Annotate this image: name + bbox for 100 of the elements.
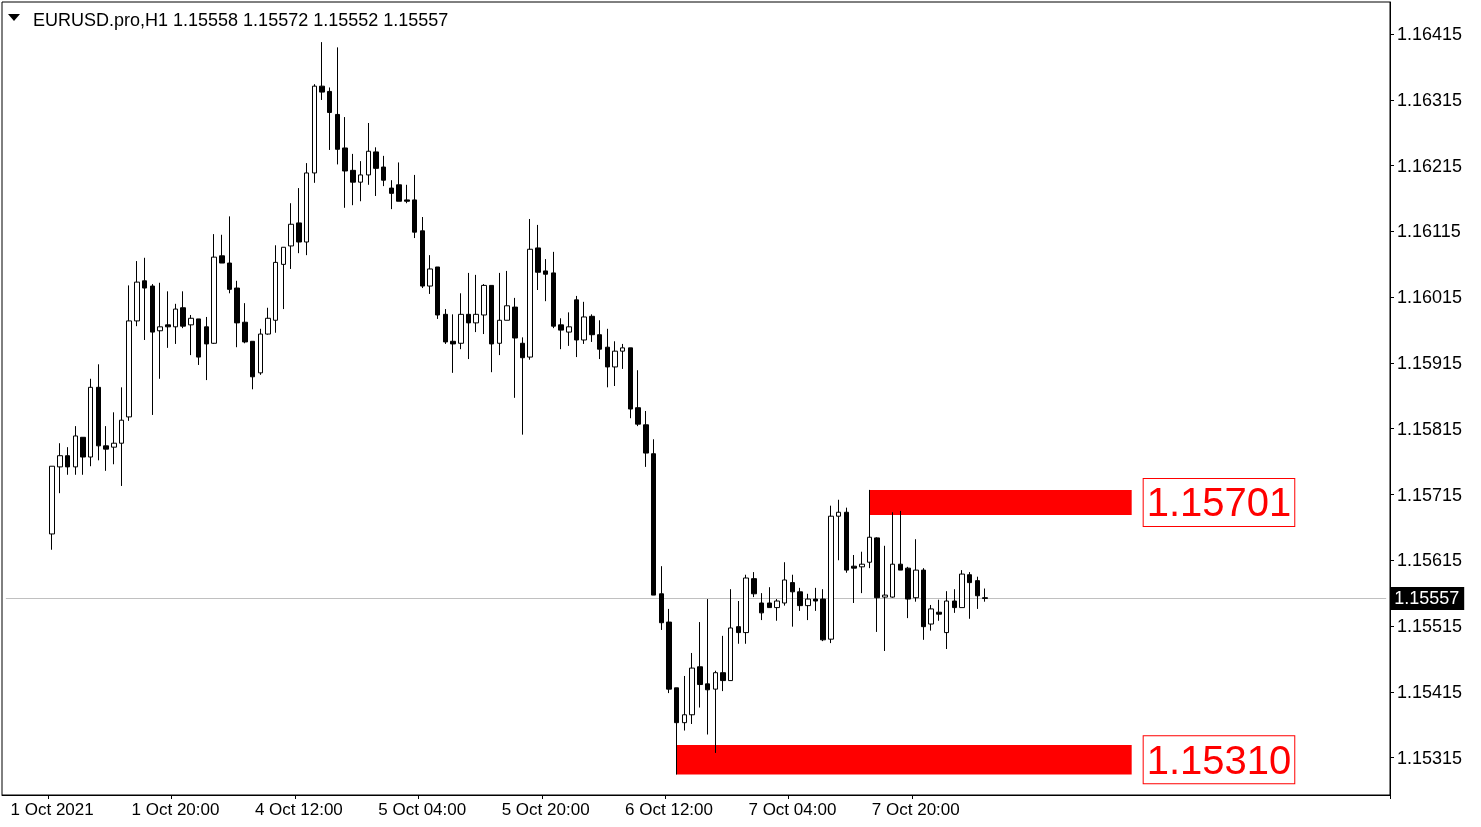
candlestick — [126, 284, 132, 422]
candlestick — [520, 336, 525, 436]
candlestick — [219, 234, 225, 264]
candlestick — [813, 587, 818, 612]
candlestick — [88, 378, 93, 467]
y-tick-label: 1.15815 — [1397, 418, 1463, 439]
candlestick — [373, 146, 379, 197]
candlestick — [566, 311, 572, 347]
candlestick — [335, 46, 340, 165]
candlestick — [797, 587, 803, 612]
candlestick — [666, 608, 672, 694]
candlestick — [720, 635, 726, 692]
candlestick — [420, 216, 425, 289]
candlestick — [227, 215, 232, 294]
candlestick — [743, 574, 749, 645]
x-tick-label: 7 Oct 20:00 — [871, 800, 960, 819]
candlestick — [458, 292, 464, 350]
candlestick — [851, 554, 857, 604]
candlestick — [782, 561, 787, 607]
candlestick — [497, 272, 502, 356]
candlestick — [859, 551, 865, 594]
band-label: 1.15701 — [1146, 480, 1292, 525]
candlestick — [790, 574, 795, 628]
candlestick — [558, 317, 564, 350]
candlestick — [381, 155, 386, 187]
candlestick — [682, 675, 687, 732]
band-label: 1.15310 — [1146, 737, 1292, 782]
ref-line-label: 1.15557 — [1394, 588, 1460, 609]
candlestick — [975, 576, 980, 610]
candlestick — [165, 290, 171, 349]
candlestick — [366, 122, 371, 186]
x-tick-label: 4 Oct 12:00 — [254, 800, 343, 819]
candlestick — [281, 246, 286, 310]
candlestick — [527, 218, 533, 361]
y-tick-label: 1.15515 — [1397, 616, 1463, 637]
candlestick — [327, 86, 332, 151]
candlestick — [928, 604, 934, 632]
candlestick — [65, 446, 70, 476]
candlestick — [412, 174, 417, 239]
candlestick — [396, 161, 402, 202]
candlestick — [404, 184, 410, 204]
candlestick — [674, 687, 679, 776]
candlestick — [882, 545, 888, 652]
y-tick-label: 1.16415 — [1397, 24, 1463, 45]
candlestick — [304, 162, 309, 256]
candlestick — [805, 593, 811, 621]
candlestick — [350, 153, 356, 206]
candlestick — [913, 538, 919, 603]
candlestick — [473, 274, 479, 333]
candlestick — [944, 590, 949, 650]
x-tick-label: 1 Oct 2021 — [10, 800, 94, 819]
candlestick — [751, 571, 757, 598]
candlestick — [103, 425, 109, 472]
candlestick — [905, 566, 911, 619]
candlestick — [728, 588, 733, 682]
y-tick-label: 1.16215 — [1397, 155, 1463, 176]
candlestick — [288, 202, 294, 270]
candlestick — [142, 257, 147, 341]
candlestick — [443, 308, 448, 345]
y-tick-label: 1.16315 — [1397, 89, 1463, 110]
candlestick — [828, 505, 834, 644]
chart-title: EURUSD.pro,H1 1.15558 1.15572 1.15552 1.15557 — [33, 10, 449, 30]
candlestick — [150, 283, 155, 416]
candlestick — [242, 302, 248, 344]
candlestick — [581, 301, 587, 345]
candlestick — [651, 438, 656, 596]
candlestick — [820, 588, 826, 642]
candlestick — [312, 83, 317, 184]
candlestick — [844, 507, 849, 574]
candlestick — [736, 600, 741, 645]
candlestick — [759, 592, 764, 621]
candlestick — [180, 290, 186, 329]
candlestick — [211, 233, 217, 345]
x-tick-label: 5 Oct 20:00 — [501, 800, 590, 819]
candlestick — [697, 621, 703, 709]
candlestick — [273, 244, 278, 334]
candlestick — [574, 295, 579, 358]
candlestick — [605, 328, 610, 388]
candlestick — [173, 303, 178, 345]
candlestick — [57, 442, 63, 494]
candlestick — [96, 363, 101, 461]
candlestick — [867, 489, 872, 569]
candlestick — [134, 260, 140, 327]
candlestick — [874, 536, 880, 633]
candlestick — [342, 116, 348, 209]
x-tick-label: 1 Oct 20:00 — [131, 800, 220, 819]
candlestick — [481, 283, 487, 335]
candlestick — [358, 160, 363, 202]
candlestick — [450, 313, 456, 374]
candlestick — [296, 187, 302, 254]
candlestick — [936, 599, 942, 622]
candlestick — [49, 465, 55, 551]
x-tick-label: 6 Oct 12:00 — [625, 800, 713, 819]
candlestick — [612, 340, 618, 387]
candlestick — [466, 272, 471, 360]
candlestick — [389, 179, 394, 210]
candlestick — [188, 314, 194, 356]
candlestick — [265, 307, 271, 336]
y-tick-label: 1.16115 — [1397, 221, 1461, 242]
y-tick-label: 1.16015 — [1397, 287, 1463, 308]
